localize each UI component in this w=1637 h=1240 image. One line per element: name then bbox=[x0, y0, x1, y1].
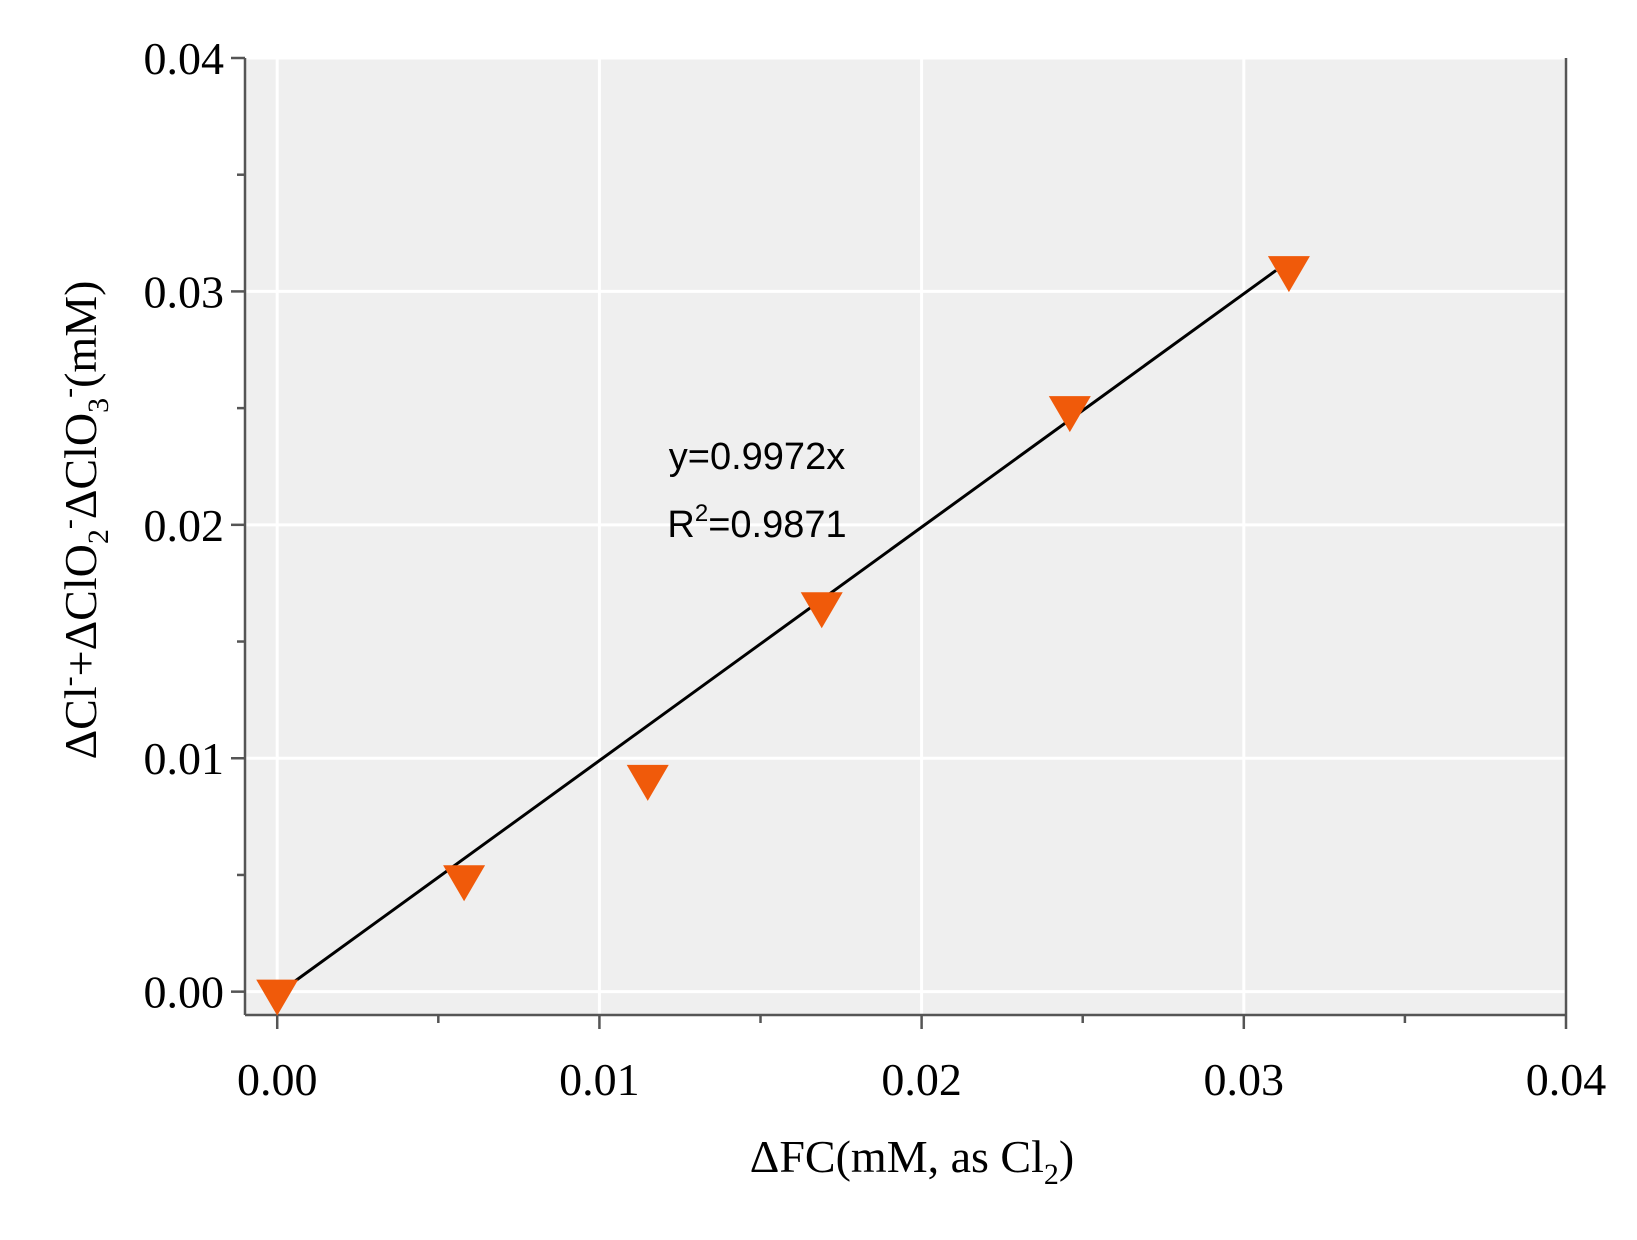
x-tick-label-1: 0.01 bbox=[559, 1054, 640, 1105]
x-tick-label-3: 0.03 bbox=[1204, 1054, 1285, 1105]
data-point-4 bbox=[1048, 396, 1091, 433]
plot-background bbox=[245, 58, 1566, 1015]
data-point-0 bbox=[256, 979, 299, 1016]
equation-annotation: y=0.9972x bbox=[669, 436, 845, 478]
y-tick-label-0: 0.00 bbox=[144, 967, 225, 1018]
y-tick-label-1: 0.01 bbox=[144, 733, 225, 784]
r-squared-annotation: R2=0.9871 bbox=[667, 500, 846, 546]
y-tick-label-4: 0.04 bbox=[144, 33, 225, 84]
fit-line bbox=[276, 269, 1277, 996]
data-point-5 bbox=[1267, 256, 1310, 293]
ticks bbox=[231, 56, 1568, 1029]
data-point-1 bbox=[443, 865, 486, 902]
y-tick-label-2: 0.02 bbox=[144, 500, 225, 551]
x-tick-label-0: 0.00 bbox=[237, 1054, 318, 1105]
data-point-2 bbox=[626, 764, 669, 801]
y-axis-label: ΔCl-+ΔClO2-ΔClO3-(mM) bbox=[52, 281, 115, 760]
axes-frame bbox=[243, 58, 1568, 1017]
data-points bbox=[256, 256, 1310, 1016]
x-axis-label: ΔFC(mM, as Cl2) bbox=[750, 1131, 1074, 1191]
y-tick-label-3: 0.03 bbox=[144, 266, 225, 317]
tick-labels: 0.00 0.01 0.02 0.03 0.04 0.00 0.01 0.02 0.03 0.04 bbox=[144, 33, 1607, 1105]
x-tick-label-2: 0.02 bbox=[881, 1054, 962, 1105]
data-point-3 bbox=[800, 592, 843, 629]
x-tick-label-4: 0.04 bbox=[1526, 1054, 1607, 1105]
